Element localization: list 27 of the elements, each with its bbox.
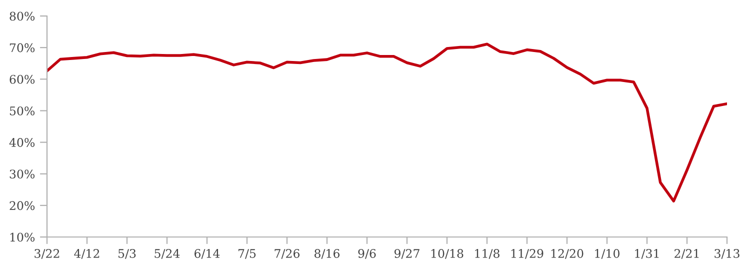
x-tick-label: 11/8 bbox=[475, 249, 500, 259]
x-tick-label: 9/27 bbox=[394, 249, 420, 259]
x-tick-label: 9/6 bbox=[358, 249, 376, 259]
x-tick-label: 1/31 bbox=[635, 249, 659, 259]
x-tick-label: 6/14 bbox=[194, 249, 220, 259]
x-tick-label: 5/3 bbox=[118, 249, 136, 259]
y-tick-label: 40% bbox=[9, 138, 35, 147]
x-tick-label: 1/10 bbox=[595, 249, 620, 259]
y-tick-label: 20% bbox=[10, 201, 35, 210]
y-tick-label: 60% bbox=[10, 74, 35, 84]
x-tick-label: 10/18 bbox=[431, 249, 464, 259]
x-tick-label: 4/12 bbox=[74, 249, 100, 259]
y-tick-label: 80% bbox=[10, 12, 35, 21]
x-tick-label: 3/13 bbox=[714, 249, 740, 259]
x-tick-label: 12/20 bbox=[551, 249, 584, 259]
x-tick-label: 11/29 bbox=[511, 249, 544, 259]
x-tick-label: 3/22 bbox=[34, 249, 60, 259]
x-tick-label: 2/21 bbox=[674, 249, 699, 259]
x-tick-label: 7/5 bbox=[238, 249, 256, 259]
y-tick-label: 70% bbox=[10, 43, 35, 52]
y-tick-label: 50% bbox=[10, 106, 35, 116]
x-tick-label: 7/26 bbox=[274, 249, 300, 259]
line-series bbox=[47, 42, 727, 202]
x-tick-label: 5/24 bbox=[154, 249, 180, 259]
x-tick-label: 8/16 bbox=[314, 249, 340, 259]
y-tick-label: 30% bbox=[10, 170, 35, 179]
y-tick-label: 10% bbox=[10, 232, 35, 242]
